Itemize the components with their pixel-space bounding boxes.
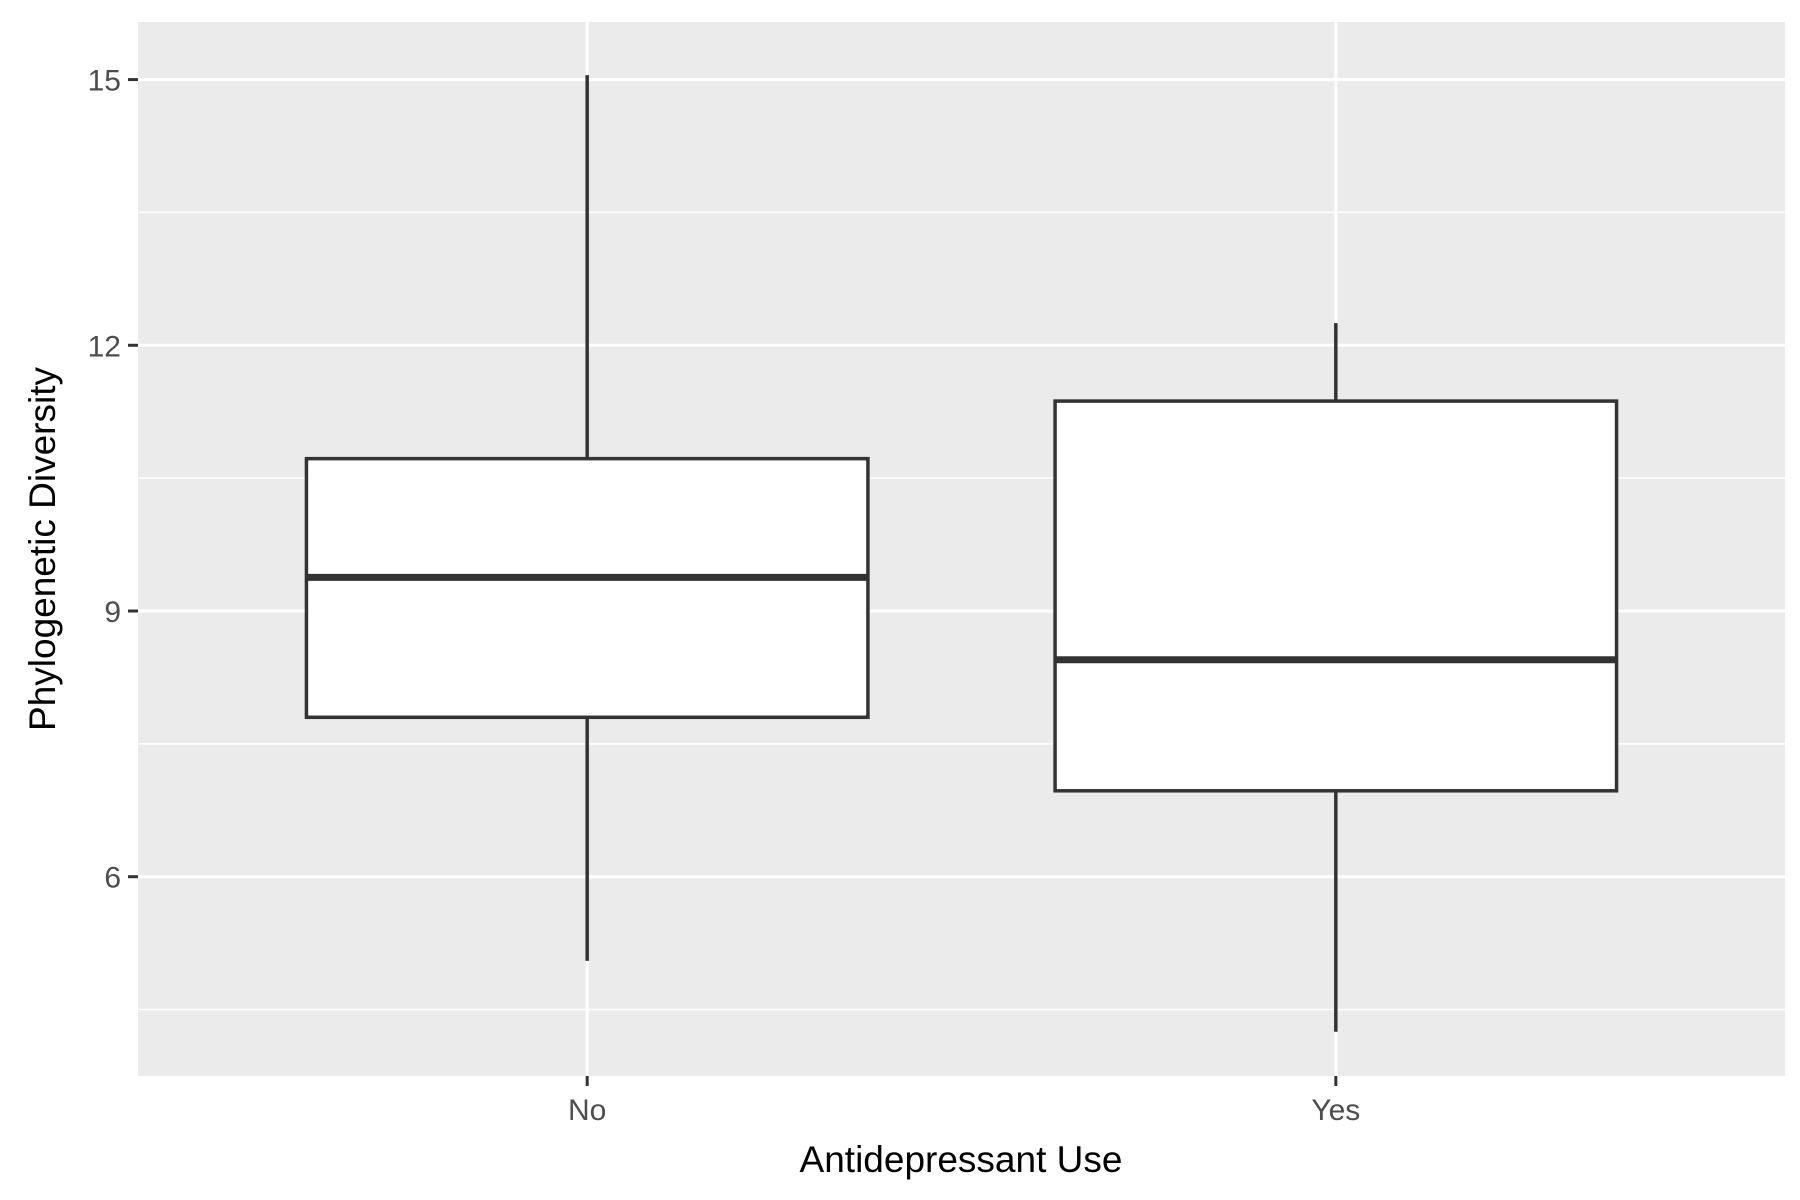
iqr-box (304, 456, 870, 720)
y-tick-label: 12 (88, 330, 121, 363)
x-axis: No Yes (568, 1076, 1360, 1127)
y-axis-title: Phylogenetic Diversity (22, 367, 63, 731)
iqr-box (1053, 399, 1619, 793)
box-no (304, 75, 870, 961)
y-tick-label: 6 (104, 862, 121, 895)
box-yes (1053, 323, 1619, 1032)
x-axis-title: Antidepressant Use (800, 1139, 1123, 1180)
x-tick-label: Yes (1311, 1094, 1360, 1127)
y-tick-label: 15 (88, 65, 121, 98)
x-tick-label: No (568, 1094, 606, 1127)
y-tick-label: 9 (104, 596, 121, 629)
box-series (304, 75, 1619, 1032)
y-axis: 6 9 12 15 (88, 65, 138, 895)
